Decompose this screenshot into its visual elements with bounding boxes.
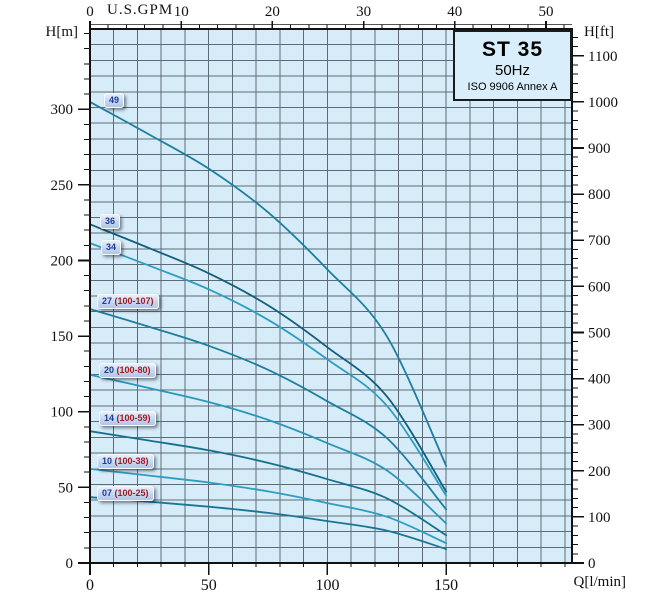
curve-07 <box>89 496 448 550</box>
left-tick-label: 100 <box>51 405 74 421</box>
plot-frame <box>89 28 573 564</box>
curve-14 <box>89 430 448 537</box>
curve-label-20: 20 (100-80) <box>99 363 156 378</box>
curve-stage-count: 27 <box>102 296 113 306</box>
top-tick-label: 10 <box>174 4 189 20</box>
right-tick-label: 300 <box>588 418 611 434</box>
left-tick-label: 200 <box>51 253 74 269</box>
right-tick-label: 1000 <box>588 95 618 111</box>
curve-stage-count: 34 <box>106 242 117 252</box>
top-tick-label: 50 <box>539 4 554 20</box>
test-standard: ISO 9906 Annex A <box>467 80 558 93</box>
right-tick-label: 600 <box>588 279 611 295</box>
left-tick-label: 300 <box>51 102 74 118</box>
left-tick-label: 0 <box>66 556 74 572</box>
curve-label-27: 27 (100-107) <box>97 294 159 309</box>
right-tick-label: 900 <box>588 141 611 157</box>
curve-stage-count: 20 <box>104 365 115 375</box>
curve-stage-count: 14 <box>104 413 115 423</box>
top-tick-label: 30 <box>356 4 371 20</box>
bottom-tick-label: 100 <box>315 577 339 594</box>
curve-stage-count: 36 <box>105 216 116 226</box>
top-tick-label: 40 <box>447 4 462 20</box>
curve-label-36: 36 <box>100 214 121 229</box>
pump-frequency: 50Hz <box>494 61 531 79</box>
curve-model-range: (100-38) <box>112 456 149 466</box>
right-tick-label: 200 <box>588 464 611 480</box>
curve-34 <box>89 242 448 497</box>
left-tick-label: 50 <box>58 480 73 496</box>
right-tick-label: 0 <box>588 556 596 572</box>
curve-label-49: 49 <box>104 93 125 108</box>
curve-model-range: (100-25) <box>112 488 149 498</box>
right-tick-label: 500 <box>588 325 611 341</box>
curve-model-range: (100-107) <box>112 296 154 306</box>
right-tick-label: 800 <box>588 187 611 203</box>
title-box: ST 35 50Hz ISO 9906 Annex A <box>453 30 572 101</box>
right-tick-label: 1100 <box>588 49 617 65</box>
right-tick-label: 700 <box>588 233 611 249</box>
curve-49 <box>89 101 448 467</box>
bottom-tick-label: 150 <box>434 577 458 594</box>
curve-stage-count: 07 <box>102 488 113 498</box>
curve-10 <box>89 468 448 545</box>
bottom-tick-label: 50 <box>201 577 217 594</box>
curve-27 <box>89 308 448 511</box>
curve-label-10: 10 (100-38) <box>97 454 154 469</box>
curve-label-34: 34 <box>101 240 122 255</box>
top-axis-title: U.S.GPM <box>107 2 174 18</box>
curve-model-range: (100-59) <box>114 413 151 423</box>
curve-label-14: 14 (100-59) <box>99 411 156 426</box>
left-tick-label: 150 <box>51 329 74 345</box>
bottom-tick-label: 0 <box>86 577 94 594</box>
top-tick-label: 0 <box>86 4 94 20</box>
curve-stage-count: 49 <box>109 95 120 105</box>
right-tick-label: 100 <box>588 510 611 526</box>
left-axis-title: H[m] <box>45 24 79 40</box>
right-tick-label: 400 <box>588 372 611 388</box>
curve-stage-count: 10 <box>102 456 113 466</box>
top-tick-label: 20 <box>265 4 280 20</box>
curve-36 <box>89 223 448 493</box>
left-tick-label: 250 <box>51 178 74 194</box>
curve-label-07: 07 (100-25) <box>97 486 154 501</box>
bottom-axis-title: Q[l/min] <box>573 574 627 590</box>
curve-model-range: (100-80) <box>114 365 151 375</box>
curve-20 <box>89 373 448 525</box>
right-axis-title: H[ft] <box>584 24 614 40</box>
pump-model: ST 35 <box>481 37 544 61</box>
